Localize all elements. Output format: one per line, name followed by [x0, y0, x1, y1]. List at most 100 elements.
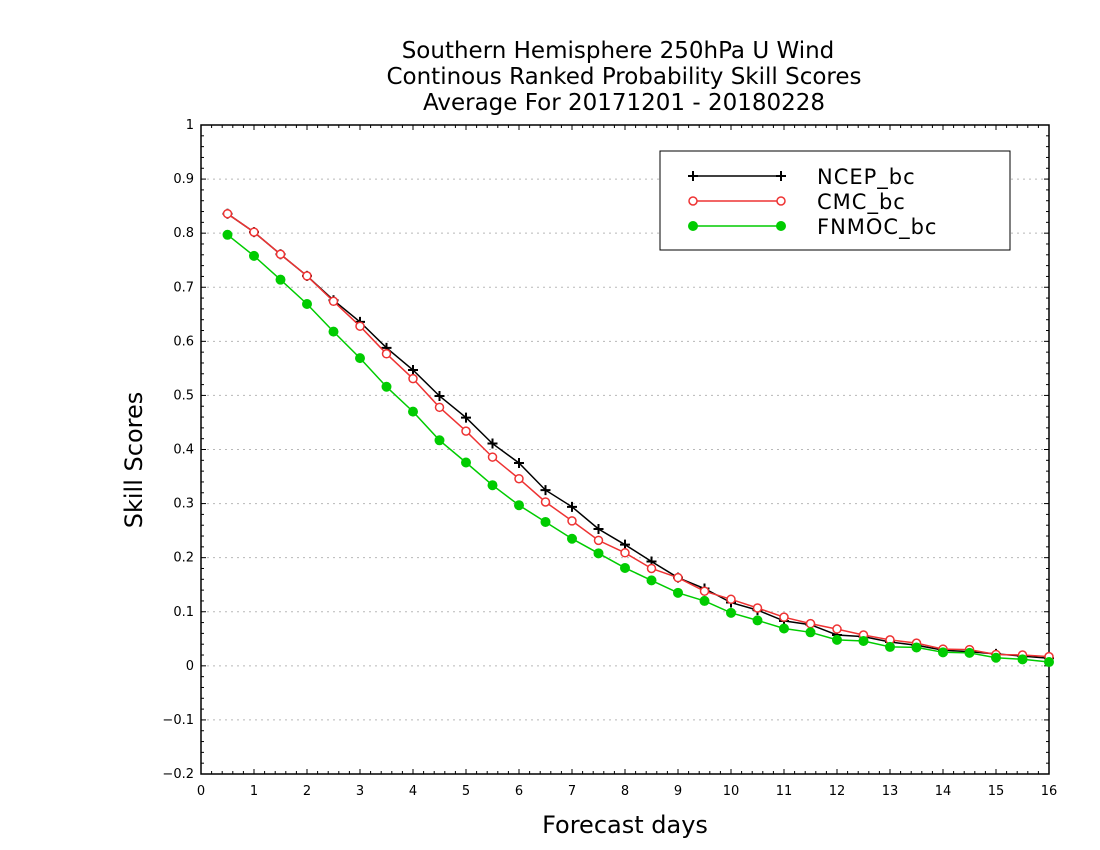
y-tick-label: −0.1 — [162, 713, 194, 728]
series-line-fnmoc-bc — [227, 234, 1050, 663]
data-point-cmc-bc — [434, 402, 445, 413]
data-point-cmc-bc — [726, 594, 736, 605]
data-point-cmc-bc — [381, 349, 392, 359]
data-point-cmc-bc — [355, 321, 365, 331]
data-point-fnmoc-bc — [567, 533, 577, 544]
data-point-fnmoc-bc — [911, 642, 922, 653]
data-point-cmc-bc — [222, 208, 233, 219]
y-tick-label: 0 — [186, 659, 194, 674]
data-point-cmc-bc — [593, 535, 604, 546]
data-point-fnmoc-bc — [673, 587, 683, 598]
legend-label-fnmoc-bc: FNMOC_bc — [817, 215, 937, 240]
data-point-cmc-bc — [752, 603, 763, 613]
data-point-fnmoc-bc — [858, 635, 869, 646]
data-point-cmc-bc — [461, 426, 471, 436]
legend-label-cmc-bc: CMC_bc — [817, 190, 906, 215]
y-axis-label: Skill Scores — [120, 392, 148, 529]
data-point-fnmoc-bc — [752, 615, 763, 626]
legend-marker-ncep-bc — [776, 171, 786, 181]
data-point-fnmoc-bc — [408, 406, 418, 417]
data-point-ncep-bc — [461, 412, 471, 423]
data-point-ncep-bc — [408, 364, 418, 375]
data-point-fnmoc-bc — [487, 480, 498, 491]
chart-title-line-2: Continous Ranked Probability Skill Score… — [386, 64, 861, 90]
y-tick-label: 1 — [186, 118, 194, 133]
x-tick-label: 6 — [515, 784, 523, 799]
series-ncep-bc — [222, 208, 1054, 664]
data-point-cmc-bc — [328, 296, 339, 307]
legend-marker-fnmoc-bc — [688, 221, 698, 231]
x-tick-label: 10 — [723, 784, 740, 799]
data-point-fnmoc-bc — [381, 381, 392, 392]
data-point-cmc-bc — [514, 473, 524, 484]
x-tick-label: 8 — [621, 784, 629, 799]
grid-lines — [201, 178, 1049, 721]
data-point-cmc-bc — [673, 572, 683, 583]
data-point-fnmoc-bc — [540, 516, 551, 527]
data-point-ncep-bc — [540, 485, 551, 496]
x-tick-label: 1 — [250, 784, 258, 799]
data-point-cmc-bc — [646, 563, 657, 574]
data-point-cmc-bc — [540, 497, 551, 507]
data-point-fnmoc-bc — [1044, 657, 1054, 668]
data-point-ncep-bc — [487, 438, 498, 449]
data-point-fnmoc-bc — [964, 647, 975, 658]
legend-label-ncep-bc: NCEP_bc — [817, 165, 916, 190]
data-point-fnmoc-bc — [434, 435, 445, 446]
x-tick-label: 9 — [674, 784, 682, 799]
series-cmc-bc — [222, 208, 1054, 662]
y-tick-label: 0.1 — [173, 605, 194, 620]
legend-entry-ncep-bc: NCEP_bc — [688, 165, 916, 190]
data-point-cmc-bc — [275, 249, 286, 260]
axis-ticks: −0.2−0.100.10.20.30.40.50.60.70.80.910 1 2… — [162, 118, 1057, 799]
series-line-cmc-bc — [227, 213, 1050, 658]
data-point-cmc-bc — [487, 452, 498, 462]
chart-title-line-3: Average For 20171201 - 20180228 — [423, 90, 825, 116]
data-point-cmc-bc — [249, 227, 259, 237]
data-point-fnmoc-bc — [646, 575, 657, 586]
data-point-cmc-bc — [805, 618, 816, 629]
chart-title: Southern Hemisphere 250hPa U Wind Contin… — [386, 38, 861, 116]
data-point-fnmoc-bc — [726, 607, 736, 618]
legend-entry-fnmoc-bc: FNMOC_bc — [688, 215, 937, 240]
data-point-cmc-bc — [302, 271, 312, 281]
data-point-fnmoc-bc — [275, 274, 286, 285]
data-point-cmc-bc — [699, 586, 710, 596]
data-point-fnmoc-bc — [461, 457, 471, 468]
x-tick-label: 14 — [935, 784, 952, 799]
y-tick-label: 0.2 — [173, 551, 194, 566]
x-tick-label: 4 — [409, 784, 417, 799]
x-tick-label: 15 — [988, 784, 1005, 799]
data-point-fnmoc-bc — [355, 353, 365, 364]
x-tick-label: 13 — [882, 784, 899, 799]
data-point-ncep-bc — [567, 501, 577, 512]
y-tick-label: −0.2 — [162, 767, 194, 782]
y-tick-label: 0.5 — [173, 388, 194, 403]
y-tick-label: 0.8 — [173, 226, 194, 241]
data-point-ncep-bc — [593, 524, 604, 535]
x-tick-label: 2 — [303, 784, 311, 799]
data-point-cmc-bc — [620, 548, 630, 558]
data-point-ncep-bc — [620, 539, 630, 550]
series-line-ncep-bc — [227, 213, 1050, 660]
data-point-fnmoc-bc — [938, 647, 948, 658]
x-tick-label: 0 — [197, 784, 205, 799]
data-point-fnmoc-bc — [885, 641, 895, 652]
y-tick-label: 0.6 — [173, 334, 194, 349]
data-point-cmc-bc — [779, 612, 789, 622]
data-point-fnmoc-bc — [1017, 654, 1028, 665]
data-point-fnmoc-bc — [699, 595, 710, 606]
data-point-fnmoc-bc — [222, 229, 233, 240]
data-point-ncep-bc — [514, 458, 524, 469]
data-point-cmc-bc — [832, 624, 842, 634]
data-point-fnmoc-bc — [328, 326, 339, 337]
y-tick-label: 0.3 — [173, 497, 194, 512]
y-tick-label: 0.7 — [173, 280, 194, 295]
data-point-cmc-bc — [408, 373, 418, 384]
x-axis-label: Forecast days — [542, 811, 708, 839]
series-fnmoc-bc — [222, 229, 1054, 668]
data-point-fnmoc-bc — [302, 299, 312, 310]
data-point-fnmoc-bc — [832, 634, 842, 645]
